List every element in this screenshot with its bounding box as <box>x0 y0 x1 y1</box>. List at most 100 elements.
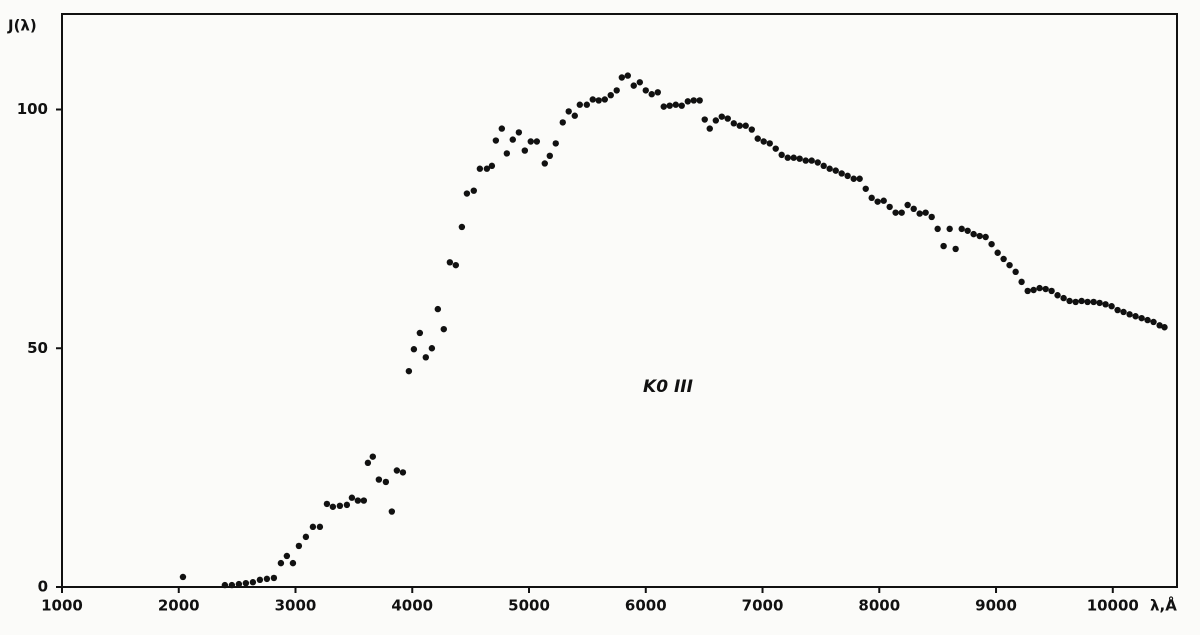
data-point <box>263 575 271 583</box>
data-point <box>946 225 953 233</box>
data-point <box>316 523 324 531</box>
data-point <box>1066 297 1073 305</box>
data-point <box>483 165 491 172</box>
data-point <box>660 103 667 110</box>
data-point <box>1000 255 1007 263</box>
data-point <box>784 154 791 161</box>
data-point <box>393 467 401 474</box>
data-point <box>1006 261 1013 269</box>
data-point <box>672 101 679 108</box>
data-point <box>416 329 424 337</box>
data-point <box>678 102 685 109</box>
data-point <box>1048 287 1055 295</box>
data-point <box>934 225 941 233</box>
data-point <box>1078 297 1085 305</box>
data-point <box>1018 278 1025 286</box>
data-point <box>958 225 965 233</box>
data-point <box>601 96 608 103</box>
data-point <box>488 162 496 170</box>
data-point <box>922 209 929 216</box>
data-point <box>1030 286 1037 294</box>
data-point <box>295 542 303 550</box>
data-point <box>440 325 447 333</box>
data-point <box>1096 299 1103 307</box>
x-tick-label: 3000 <box>275 597 317 615</box>
y-axis-label: J(λ) <box>7 17 37 35</box>
data-point <box>323 500 331 508</box>
data-point <box>760 138 767 145</box>
data-point <box>666 102 673 109</box>
data-point <box>844 172 851 180</box>
data-point <box>1060 294 1067 302</box>
data-point <box>886 203 893 211</box>
data-point <box>684 98 692 105</box>
data-point <box>541 160 548 167</box>
data-point <box>509 136 516 143</box>
data-point <box>856 175 863 182</box>
data-point <box>559 119 566 126</box>
x-tick-label: 1000 <box>41 597 83 615</box>
data-point <box>565 108 572 115</box>
data-point <box>583 101 591 108</box>
data-point <box>706 125 713 132</box>
data-point <box>289 559 297 567</box>
y-tick-label: 50 <box>27 339 48 357</box>
data-point <box>410 346 418 353</box>
data-point <box>422 354 430 361</box>
data-point <box>976 232 983 240</box>
data-point <box>595 97 602 104</box>
data-point <box>527 138 534 145</box>
data-point <box>874 198 881 205</box>
data-point <box>428 345 436 352</box>
data-point <box>452 261 460 269</box>
data-point <box>277 559 285 567</box>
data-point <box>802 157 809 164</box>
data-point <box>1024 287 1031 295</box>
plot-frame <box>61 13 1178 588</box>
data-point <box>808 157 815 164</box>
data-point <box>552 140 559 147</box>
data-point <box>636 79 644 86</box>
data-point <box>766 140 773 147</box>
data-point <box>607 91 614 99</box>
data-point <box>521 147 529 154</box>
data-point <box>242 579 250 587</box>
data-point <box>221 581 229 589</box>
data-point <box>515 129 523 136</box>
data-point <box>1126 311 1133 318</box>
data-point <box>952 245 959 253</box>
annotation: K0 III <box>643 377 693 397</box>
data-point <box>1042 285 1049 293</box>
data-point <box>571 112 578 119</box>
data-point <box>1054 292 1061 299</box>
data-point <box>228 581 236 589</box>
x-tick-label: 5000 <box>508 597 550 615</box>
data-point <box>388 508 396 515</box>
data-point <box>1161 324 1168 331</box>
data-point <box>1072 298 1079 306</box>
data-point <box>1144 316 1151 324</box>
data-point <box>826 165 833 172</box>
data-point <box>613 87 620 94</box>
data-point <box>624 72 631 79</box>
data-point <box>654 89 661 96</box>
data-point <box>642 87 649 94</box>
data-point <box>256 576 264 584</box>
data-point <box>964 227 971 234</box>
data-point <box>546 152 553 160</box>
data-point <box>463 190 471 197</box>
data-point <box>382 478 390 486</box>
data-point <box>778 151 785 159</box>
data-point <box>179 573 187 581</box>
data-point <box>1114 306 1121 314</box>
data-point <box>364 459 372 467</box>
data-point <box>648 91 655 98</box>
data-point <box>820 162 827 170</box>
data-point <box>270 574 278 582</box>
data-point <box>916 210 923 217</box>
data-point <box>790 154 797 161</box>
data-point <box>712 117 720 124</box>
data-point <box>309 523 317 531</box>
data-point <box>994 249 1001 256</box>
data-point <box>329 503 337 510</box>
